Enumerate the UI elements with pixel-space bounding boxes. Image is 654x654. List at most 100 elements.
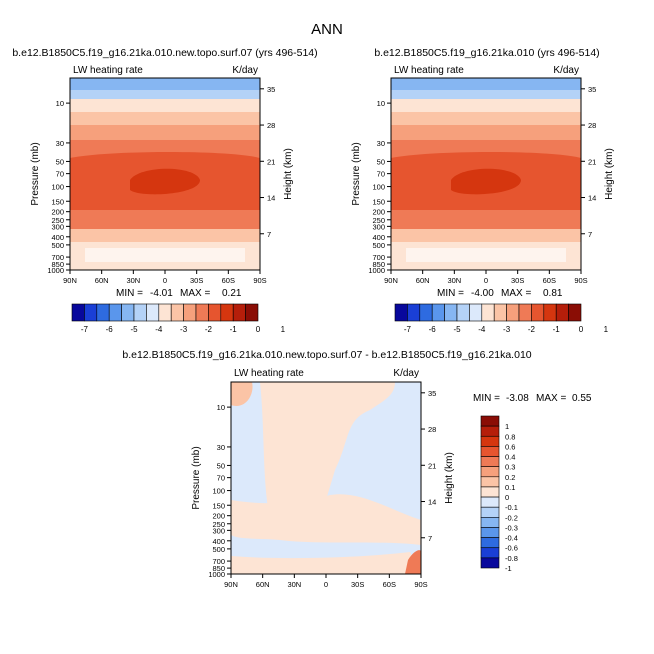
panel-1-ytick-label: 50 <box>56 157 64 166</box>
panel-1-ytick-label: 250 <box>51 216 64 225</box>
panel-2-colorbar-swatch <box>543 303 557 322</box>
panel-2-colorbar-swatch <box>493 303 507 322</box>
panel-1-xtick-label: 60N <box>95 276 109 285</box>
panel-1-ytick-label: 100 <box>51 183 64 192</box>
panel-2-xtick-label: 90N <box>384 276 398 285</box>
panel-3-positive-topleft <box>231 382 253 406</box>
panel-3-colorbar-swatch <box>480 506 500 518</box>
panel-3-colorbar-label: 1 <box>505 422 509 431</box>
panel-3-positive-region <box>260 382 395 534</box>
panel-1-colorbar-swatch <box>121 303 135 322</box>
panel-2-rtick-label: 7 <box>588 230 592 239</box>
panel-1-colorbar-swatch <box>84 303 98 322</box>
panel-3-colorbar-label: 0.6 <box>505 442 515 451</box>
panel-1-colorbar-swatch <box>133 303 147 322</box>
panel-2-colorbar-swatch <box>431 303 445 322</box>
panel-2-field-label: LW heating rate <box>394 65 464 76</box>
panel-3-ytick-label: 150 <box>212 501 225 510</box>
panel-2-ytick-label: 100 <box>372 183 385 192</box>
panel-2-band-2 <box>391 90 581 100</box>
panel-3-min-label: MIN = <box>473 393 500 404</box>
panel-1-colorbar-swatch <box>220 303 234 322</box>
panel-2-colorbar-label: -6 <box>429 325 437 334</box>
panel-3-colorbar-label: 0.8 <box>505 432 515 441</box>
panel-2-rtick-label: 35 <box>588 85 596 94</box>
panel-1-colorbar-swatch <box>195 303 209 322</box>
panel-3-min-value: -3.08 <box>506 393 529 404</box>
panel-1-colorbar-swatch <box>108 303 122 322</box>
panel-2-ytick-label: 250 <box>372 216 385 225</box>
panel-3-colorbar-swatch <box>480 486 500 498</box>
panel-1-band-top <box>70 78 260 92</box>
panel-1-rtick-label: 21 <box>267 157 275 166</box>
panel-2-xtick-label: 60S <box>543 276 556 285</box>
panel-2-max-value: 0.81 <box>543 288 563 299</box>
panel-1-colorbar-swatch <box>146 303 160 322</box>
panel-1-ytick-label: 150 <box>51 197 64 206</box>
panel-1-field-label: LW heating rate <box>73 65 143 76</box>
panel-2-title: b.e12.B1850C5.f19_g16.21ka.010 (yrs 496-… <box>374 47 599 59</box>
panel-2-band-8 <box>391 210 581 230</box>
panel-1-colorbar-swatch <box>245 303 259 322</box>
panel-3-positive-lower <box>231 494 421 545</box>
panel-3-colorbar-label: -0.1 <box>505 503 518 512</box>
panel-2-ytick-label: 150 <box>372 197 385 206</box>
panel-2-colorbar-swatch <box>407 303 421 322</box>
panel-1-ytick-label: 1000 <box>47 266 64 275</box>
panel-3-colorbar-swatch <box>480 557 500 569</box>
panel-2-colorbar-swatch <box>518 303 532 322</box>
panel-3-field-label: LW heating rate <box>234 368 304 379</box>
panel-1-band-2 <box>70 90 260 100</box>
panel-1-colorbar-swatch <box>232 303 246 322</box>
panel-1-max-value: 0.21 <box>222 288 242 299</box>
panel-2-units: K/day <box>553 65 579 76</box>
panel-3-ytick-label: 700 <box>212 557 225 566</box>
panel-2-xtick-label: 30N <box>447 276 461 285</box>
panel-3-ytick-label: 100 <box>212 487 225 496</box>
panel-2-ytick-label: 850 <box>372 260 385 269</box>
panel-1-colorbar-label: -6 <box>106 325 114 334</box>
panel-2-ytick-label: 10 <box>377 99 385 108</box>
panel-1-xtick-label: 0 <box>163 276 167 285</box>
panel-1-xtick-label: 60S <box>222 276 235 285</box>
panel-2-colorbar-label: -4 <box>478 325 486 334</box>
panel-3-rtick-label: 35 <box>428 389 436 398</box>
panel-3-xtick-label: 60S <box>383 580 396 589</box>
panel-2-colorbar-label: -5 <box>453 325 461 334</box>
panel-2-band-9 <box>391 229 581 243</box>
panel-2-ytick-label: 500 <box>372 241 385 250</box>
panel-3-colorbar-swatch <box>480 446 500 457</box>
panel-3-colorbar-swatch <box>480 476 500 488</box>
panel-1-colorbar-label: -5 <box>130 325 138 334</box>
panel-2-colorbar-swatch <box>419 303 433 322</box>
panel-1-ytick-label: 10 <box>56 99 64 108</box>
panel-1-colorbar-label: -3 <box>180 325 188 334</box>
panel-2-colorbar-swatch <box>555 303 569 322</box>
panel-2: b.e12.B1850C5.f19_g16.21ka.010 (yrs 496-… <box>351 47 615 334</box>
panel-1-band-9 <box>70 229 260 243</box>
panel-2-colorbar-swatch <box>456 303 470 322</box>
panel-3-colorbar-swatch <box>480 415 500 427</box>
panel-2-band-top <box>391 78 581 92</box>
panel-2-colorbar-swatch <box>506 303 520 322</box>
panel-3-colorbar-swatch <box>480 537 500 549</box>
panel-2-max-label: MAX = <box>501 288 531 299</box>
panel-1-colorbar-label: -7 <box>81 325 89 334</box>
panel-2-colorbar-label: -1 <box>553 325 561 334</box>
panel-1-colorbar-label: -1 <box>230 325 238 334</box>
panel-1-ylabel: Pressure (mb) <box>30 142 41 205</box>
panel-1-max-core <box>130 168 200 195</box>
panel-2-ytick-label: 50 <box>377 157 385 166</box>
panel-2-colorbar-label: 1 <box>604 325 609 334</box>
page-title: ANN <box>311 21 343 38</box>
panel-1-colorbar-label: 1 <box>281 325 286 334</box>
panel-2-colorbar-swatch <box>568 303 582 322</box>
panel-3-colorbar-label: -0.2 <box>505 513 518 522</box>
panel-3-rtick-label: 7 <box>428 534 432 543</box>
panel-2-colorbar-label: -3 <box>503 325 511 334</box>
panel-1-rtick-label: 14 <box>267 194 275 203</box>
panel-1: b.e12.B1850C5.f19_g16.21ka.010.new.topo.… <box>12 47 317 334</box>
panel-3-ylabel: Pressure (mb) <box>191 446 202 509</box>
panel-3-title: b.e12.B1850C5.f19_g16.21ka.010.new.topo.… <box>122 349 531 361</box>
panel-1-ytick-label: 700 <box>51 253 64 262</box>
